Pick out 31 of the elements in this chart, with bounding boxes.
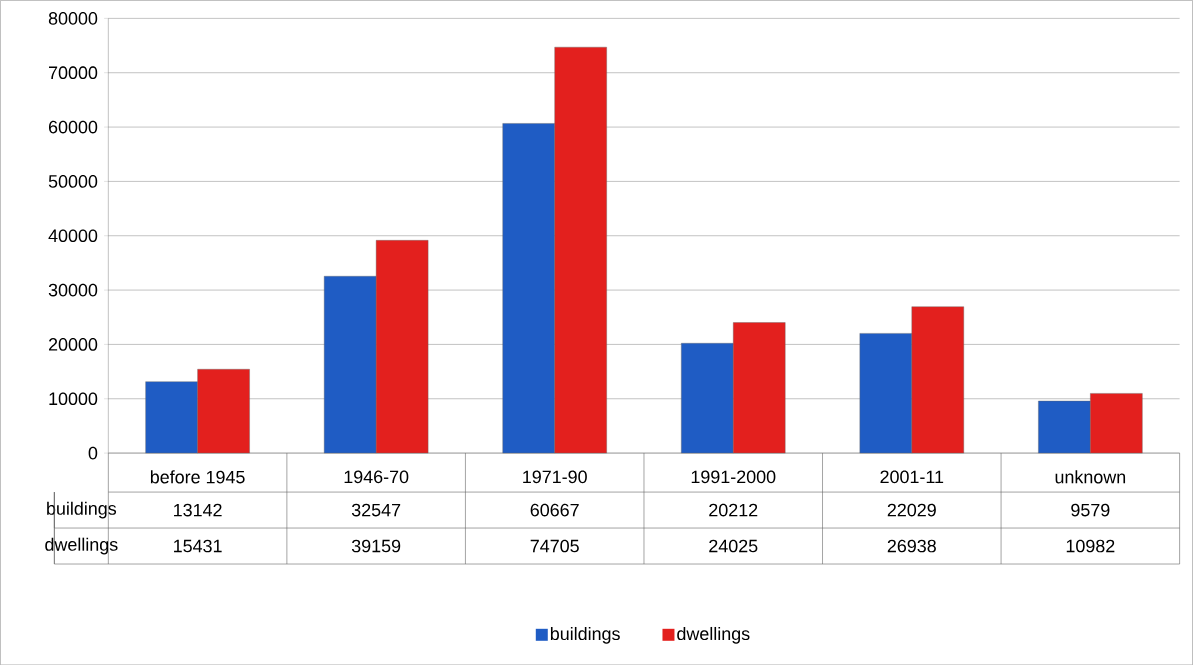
y-tick-label: 10000 <box>49 392 98 405</box>
x-tick-label: 2001-11 <box>880 470 944 483</box>
y-tick-label: 30000 <box>48 283 98 297</box>
y-tick-label: 50000 <box>48 174 98 188</box>
x-tick-label: 1971-90 <box>523 470 587 483</box>
text: buildings <box>47 501 117 519</box>
y-tick-label: 40000 <box>48 229 98 242</box>
y-tick-label: 20000 <box>48 337 98 351</box>
y-tick-label: 60000 <box>48 120 98 134</box>
data-label: 60667 <box>530 503 579 517</box>
legend-label: buildings <box>550 626 620 644</box>
x-tick-label: 1946-70 <box>344 470 409 483</box>
data-label: 13142 <box>174 503 222 517</box>
data-label: 26938 <box>887 539 936 553</box>
legend-label: dwellings <box>677 626 750 644</box>
text: dwellings <box>45 537 118 555</box>
data-label: 39159 <box>351 539 401 553</box>
x-tick-label: before 1945 <box>150 470 245 484</box>
data-label: 10982 <box>1066 539 1115 553</box>
data-label: 74705 <box>530 539 579 553</box>
y-tick-label: 70000 <box>49 66 98 79</box>
data-label: 32547 <box>351 503 401 517</box>
y-tick-label: 80000 <box>48 11 98 25</box>
x-tick-label: 1991-2000 <box>691 470 776 483</box>
y-tick-label: 0 <box>88 446 98 460</box>
data-label: 20212 <box>709 503 758 517</box>
data-label: 22029 <box>887 503 936 517</box>
data-label: 15431 <box>174 539 222 553</box>
x-tick-label: unknown <box>1055 470 1126 484</box>
data-label: 9579 <box>1071 503 1110 517</box>
data-label: 24025 <box>709 539 758 553</box>
